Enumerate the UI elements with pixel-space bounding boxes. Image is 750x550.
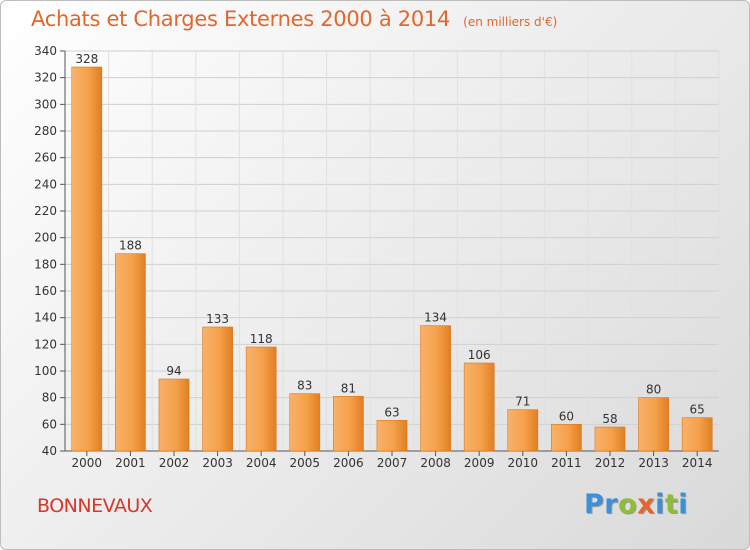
bar-2010 [507, 409, 539, 452]
x-tick-label: 2004 [246, 456, 277, 470]
y-tick-label: 80 [42, 391, 57, 405]
bar-2009 [463, 362, 495, 452]
x-tick-label: 2003 [202, 456, 233, 470]
bar-2007 [376, 420, 408, 452]
x-tick-label: 2007 [377, 456, 408, 470]
data-label: 81 [341, 381, 356, 395]
data-label: 60 [559, 409, 574, 423]
bar-2005 [289, 393, 321, 452]
y-tick-label: 120 [34, 337, 57, 351]
data-label: 328 [75, 52, 98, 66]
y-tick-label: 40 [42, 444, 57, 458]
x-tick-label: 2001 [115, 456, 146, 470]
bar-2002 [158, 378, 190, 452]
x-tick-label: 2010 [508, 456, 539, 470]
x-tick-label: 2011 [551, 456, 582, 470]
y-tick-label: 100 [34, 364, 57, 378]
y-tick-label: 340 [34, 44, 57, 58]
x-tick-label: 2006 [333, 456, 364, 470]
axis-layer: 40 60 80 100 120 140 160 180 200 220 240 260 280 300 3… [34, 44, 719, 470]
data-label: 133 [206, 312, 229, 326]
data-label: 106 [468, 348, 491, 362]
y-tick-label: 240 [34, 177, 57, 191]
data-label: 188 [119, 239, 142, 253]
data-label: 58 [602, 412, 617, 426]
chart-title: Achats et Charges Externes 2000 à 2014 [31, 7, 451, 31]
y-tick-label: 160 [34, 284, 57, 298]
y-tick-label: 300 [34, 97, 57, 111]
logo-letter: i [655, 489, 665, 520]
bar-2000 [71, 66, 103, 452]
data-label: 65 [690, 403, 705, 417]
title-row: Achats et Charges Externes 2000 à 2014 (… [31, 7, 557, 31]
proxiti-logo: Proxiti [584, 489, 688, 520]
chart-unit: (en milliers d'€) [463, 15, 558, 29]
bar-layer [71, 66, 713, 452]
commune-name: BONNEVAUX [37, 495, 153, 517]
bar-2006 [333, 396, 364, 452]
data-label: 134 [424, 311, 447, 325]
x-tick-label: 2002 [159, 456, 190, 470]
logo-letter: t [664, 489, 679, 520]
x-tick-label: 2000 [72, 456, 103, 470]
data-label: 71 [515, 395, 530, 409]
logo-letter: o [618, 489, 638, 520]
label-layer: 328 188 94 133 118 83 81 63 134 106 71 60 58 80 65 [75, 52, 704, 426]
logo-letter: i [678, 489, 689, 520]
bar-2011 [551, 424, 582, 452]
y-tick-label: 140 [34, 311, 57, 325]
x-tick-label: 2008 [420, 456, 451, 470]
data-label: 80 [646, 383, 661, 397]
y-tick-label: 260 [34, 151, 57, 165]
data-label: 83 [297, 379, 312, 393]
bar-2012 [594, 426, 626, 452]
bar-2003 [202, 326, 233, 452]
logo-letter: P [584, 489, 605, 520]
logo-letter: r [604, 489, 619, 520]
x-tick-label: 2005 [290, 456, 321, 470]
bar-2004 [245, 346, 277, 452]
bar-2013 [638, 397, 669, 452]
y-tick-label: 200 [34, 231, 57, 245]
y-tick-label: 220 [34, 204, 57, 218]
x-tick-label: 2009 [464, 456, 495, 470]
y-tick-label: 180 [34, 257, 57, 271]
y-tick-label: 280 [34, 124, 57, 138]
bar-2008 [420, 325, 451, 452]
data-label: 63 [384, 405, 399, 419]
data-label: 94 [166, 364, 181, 378]
bar-2001 [115, 253, 146, 452]
x-tick-label: 2014 [682, 456, 713, 470]
x-tick-label: 2012 [595, 456, 626, 470]
y-tick-label: 320 [34, 71, 57, 85]
data-label: 118 [250, 332, 273, 346]
x-tick-label: 2013 [638, 456, 669, 470]
bar-2014 [681, 417, 713, 452]
y-tick-label: 60 [42, 417, 57, 431]
logo-letter: x [637, 489, 656, 520]
